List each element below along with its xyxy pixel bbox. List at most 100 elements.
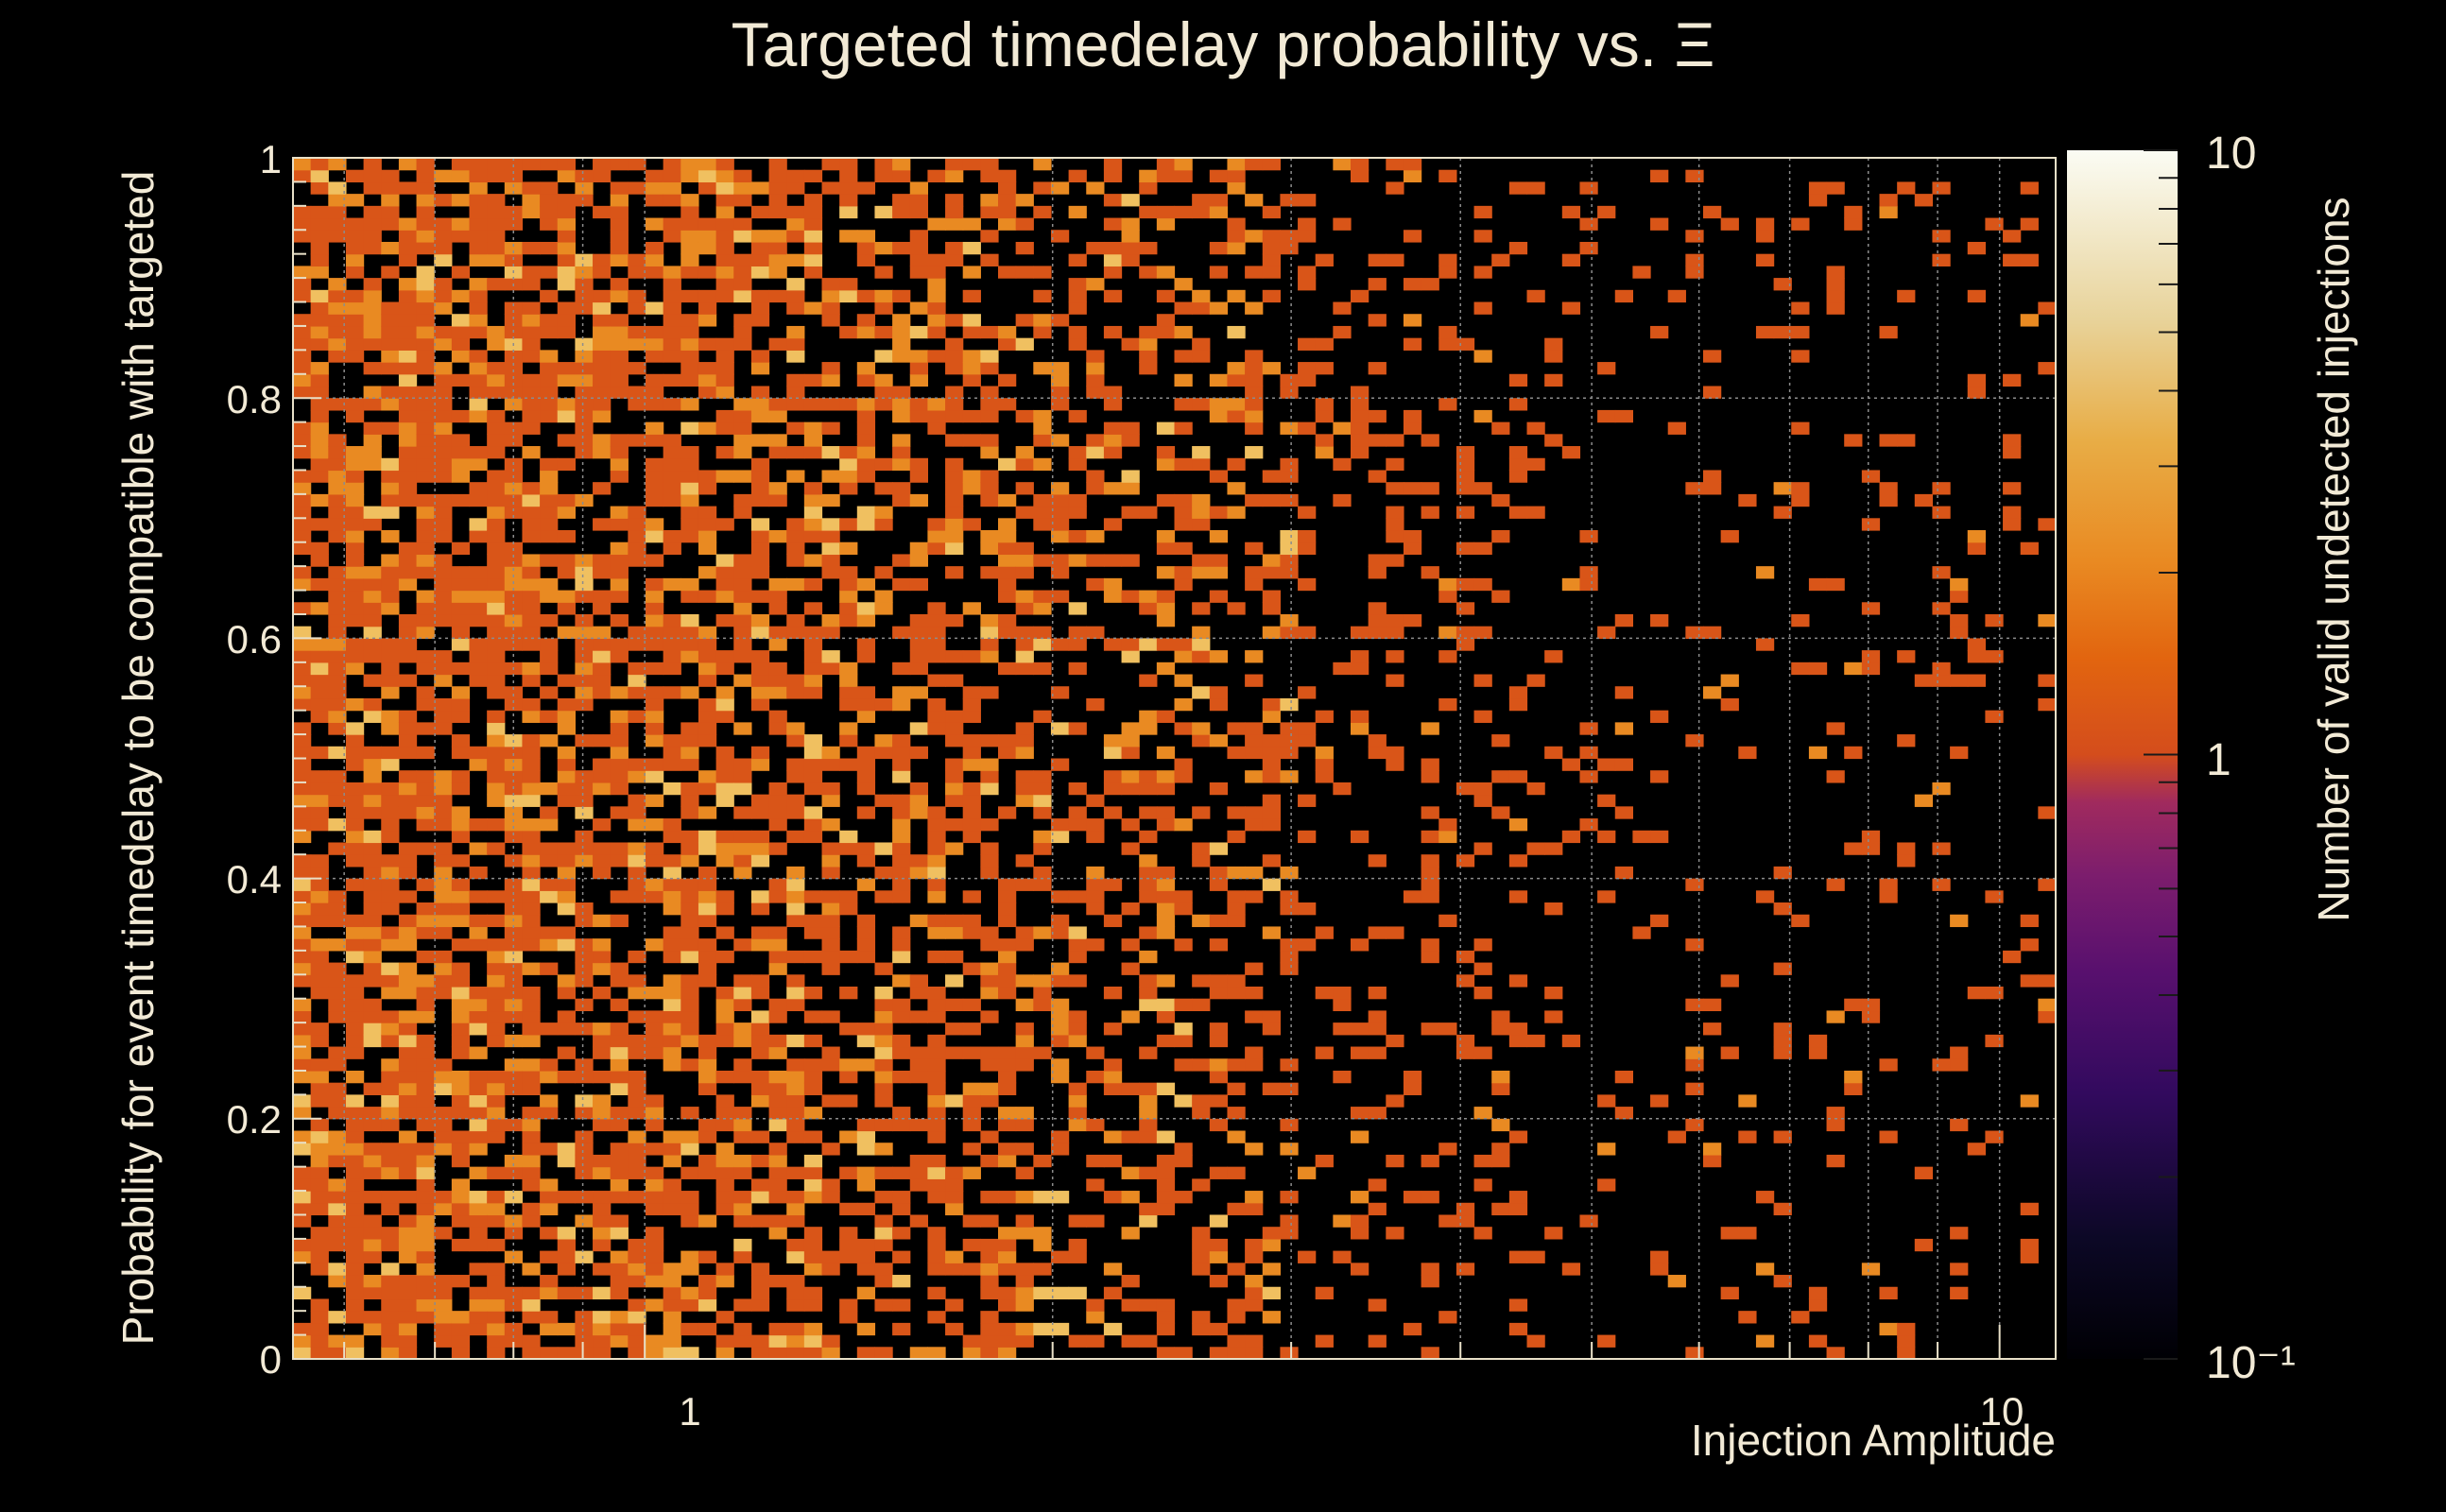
heatmap-cell bbox=[1015, 266, 1034, 279]
heatmap-cell bbox=[1597, 794, 1616, 807]
heatmap-cell bbox=[892, 1166, 911, 1179]
heatmap-cell bbox=[1068, 1238, 1087, 1252]
heatmap-cell bbox=[628, 686, 646, 699]
heatmap-cell bbox=[487, 1275, 506, 1288]
heatmap-cell bbox=[381, 1034, 400, 1048]
heatmap-cell bbox=[962, 914, 981, 928]
heatmap-cell bbox=[980, 962, 999, 975]
heatmap-cell bbox=[768, 434, 787, 447]
heatmap-cell bbox=[1561, 253, 1581, 266]
heatmap-cell bbox=[909, 409, 928, 423]
heatmap-cell bbox=[1368, 1298, 1387, 1312]
heatmap-cell bbox=[750, 1010, 770, 1023]
heatmap-cell bbox=[1227, 602, 1246, 615]
heatmap-cell bbox=[1103, 158, 1123, 171]
heatmap-cell bbox=[2003, 434, 2022, 447]
heatmap-cell bbox=[1386, 674, 1404, 687]
heatmap-cell bbox=[1315, 1334, 1334, 1348]
heatmap-cell bbox=[892, 878, 911, 891]
heatmap-cell bbox=[504, 1070, 524, 1084]
heatmap-cell bbox=[434, 926, 453, 939]
heatmap-cell bbox=[1351, 1022, 1369, 1036]
heatmap-cell bbox=[434, 421, 453, 435]
heatmap-cell bbox=[909, 266, 928, 279]
heatmap-cell bbox=[680, 325, 699, 339]
heatmap-cell bbox=[328, 314, 347, 327]
heatmap-cell bbox=[750, 530, 770, 543]
heatmap-cell bbox=[1192, 806, 1211, 819]
heatmap-cell bbox=[451, 194, 471, 207]
heatmap-cell bbox=[363, 914, 382, 928]
heatmap-cell bbox=[1050, 493, 1070, 507]
heatmap-cell bbox=[1914, 794, 1934, 807]
heatmap-cell bbox=[416, 662, 435, 676]
heatmap-cell bbox=[1262, 470, 1281, 483]
heatmap-cell bbox=[557, 169, 576, 183]
heatmap-cell bbox=[469, 1191, 488, 1204]
heatmap-cell bbox=[750, 181, 770, 195]
heatmap-cell bbox=[1209, 1238, 1229, 1252]
heatmap-cell bbox=[381, 350, 400, 363]
heatmap-cell bbox=[469, 998, 488, 1012]
heatmap-cell bbox=[434, 577, 453, 592]
heatmap-cell bbox=[1227, 289, 1246, 303]
heatmap-cell bbox=[345, 1191, 365, 1204]
heatmap-cell bbox=[945, 950, 964, 964]
heatmap-cell bbox=[733, 590, 752, 603]
heatmap-cell bbox=[398, 1227, 418, 1240]
heatmap-cell bbox=[434, 697, 453, 712]
heatmap-cell bbox=[750, 830, 770, 844]
heatmap-cell bbox=[1245, 266, 1264, 279]
heatmap-cell bbox=[698, 830, 717, 844]
heatmap-cell bbox=[1333, 782, 1352, 796]
heatmap-cell bbox=[821, 613, 840, 627]
heatmap-cell bbox=[698, 1298, 717, 1312]
heatmap-cell bbox=[381, 1107, 400, 1120]
heatmap-cell bbox=[381, 325, 400, 339]
heatmap-cell bbox=[487, 1263, 506, 1276]
heatmap-cell bbox=[909, 986, 928, 1000]
heatmap-cell bbox=[1156, 890, 1176, 903]
heatmap-cell bbox=[663, 1022, 681, 1036]
heatmap-cell bbox=[628, 710, 646, 723]
heatmap-cell bbox=[434, 169, 453, 183]
heatmap-cell bbox=[628, 662, 646, 676]
heatmap-cell bbox=[2003, 950, 2022, 964]
heatmap-cell bbox=[962, 1022, 981, 1036]
heatmap-cell bbox=[610, 434, 629, 447]
heatmap-cell bbox=[469, 457, 488, 472]
heatmap-cell bbox=[593, 662, 612, 676]
heatmap-cell bbox=[768, 662, 787, 676]
heatmap-cell bbox=[381, 314, 400, 327]
heatmap-cell bbox=[663, 169, 681, 183]
heatmap-cell bbox=[768, 1070, 787, 1084]
heatmap-cell bbox=[293, 1022, 312, 1036]
heatmap-cell bbox=[786, 577, 805, 592]
heatmap-cell bbox=[398, 398, 418, 411]
heatmap-cell bbox=[434, 373, 453, 387]
heatmap-cell bbox=[1245, 421, 1264, 435]
heatmap-cell bbox=[1844, 1070, 1863, 1084]
heatmap-cell bbox=[698, 878, 717, 891]
heatmap-cell bbox=[293, 446, 312, 459]
heatmap-cell bbox=[1192, 398, 1211, 411]
heatmap-cell bbox=[750, 806, 770, 819]
heatmap-cell bbox=[345, 1107, 365, 1120]
heatmap-cell bbox=[1068, 253, 1087, 266]
heatmap-cell bbox=[909, 541, 928, 556]
heatmap-cell bbox=[839, 902, 858, 916]
heatmap-cell bbox=[293, 470, 312, 483]
heatmap-cell bbox=[927, 1227, 946, 1240]
heatmap-cell bbox=[398, 914, 418, 928]
heatmap-cell bbox=[715, 926, 734, 939]
heatmap-cell bbox=[768, 1143, 787, 1156]
heatmap-cell bbox=[522, 1311, 541, 1324]
heatmap-cell bbox=[715, 373, 734, 387]
heatmap-cell bbox=[1879, 205, 1898, 219]
heatmap-cell bbox=[856, 1143, 876, 1156]
heatmap-cell bbox=[1773, 1130, 1792, 1143]
heatmap-cell bbox=[487, 362, 506, 375]
heatmap-cell bbox=[803, 577, 823, 592]
heatmap-cell bbox=[1245, 962, 1264, 975]
heatmap-cell bbox=[698, 386, 717, 399]
